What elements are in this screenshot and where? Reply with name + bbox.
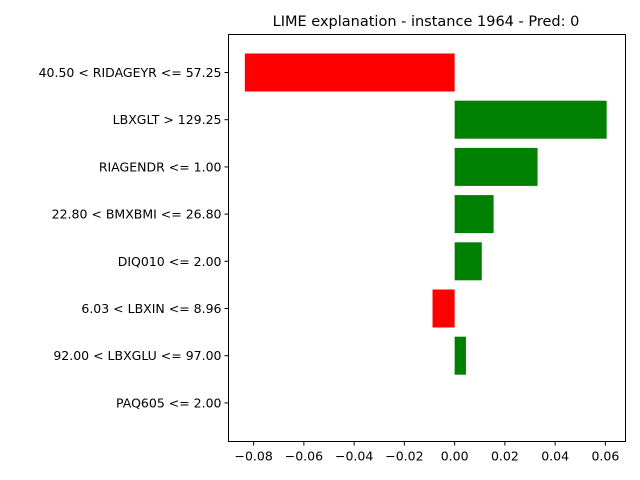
bar-3: [454, 195, 494, 234]
y-tick-label-6: 92.00 < LBXGLU <= 97.00: [53, 348, 221, 363]
bar-2: [454, 147, 538, 186]
bar-4: [454, 242, 482, 281]
x-tick-label-7: 0.06: [591, 449, 619, 464]
plot-frame: [228, 34, 626, 442]
x-tick-label-5: 0.02: [491, 449, 519, 464]
y-tick-label-7: PAQ605 <= 2.00: [116, 395, 222, 410]
x-tick-label-1: −0.06: [285, 449, 323, 464]
y-ticks-layer: 40.50 < RIDAGEYR <= 57.25 LBXGLT > 129.25…: [39, 65, 229, 410]
x-ticks-layer: −0.08 −0.06 −0.04 −0.02 0.00 0.02 0.04 0.06: [234, 441, 619, 464]
x-tick-label-2: −0.04: [335, 449, 373, 464]
bar-0: [244, 53, 455, 92]
axes-layer: [228, 34, 626, 442]
bars-layer: [244, 53, 607, 375]
bar-6: [454, 336, 466, 375]
y-tick-label-3: 22.80 < BMXBMI <= 26.80: [52, 207, 222, 222]
y-tick-label-5: 6.03 < LBXIN <= 8.96: [81, 301, 221, 316]
bar-1: [454, 100, 607, 139]
y-tick-label-2: RIAGENDR <= 1.00: [99, 159, 222, 174]
x-tick-label-6: 0.04: [541, 449, 569, 464]
x-tick-label-0: −0.08: [234, 449, 272, 464]
chart-title: LIME explanation - instance 1964 - Pred:…: [273, 14, 580, 30]
bar-5: [432, 289, 455, 328]
y-tick-label-4: DIQ010 <= 2.00: [118, 254, 222, 269]
y-tick-label-0: 40.50 < RIDAGEYR <= 57.25: [39, 65, 222, 80]
x-tick-label-4: 0.00: [441, 449, 469, 464]
x-tick-label-3: −0.02: [385, 449, 423, 464]
y-tick-label-1: LBXGLT > 129.25: [113, 112, 222, 127]
